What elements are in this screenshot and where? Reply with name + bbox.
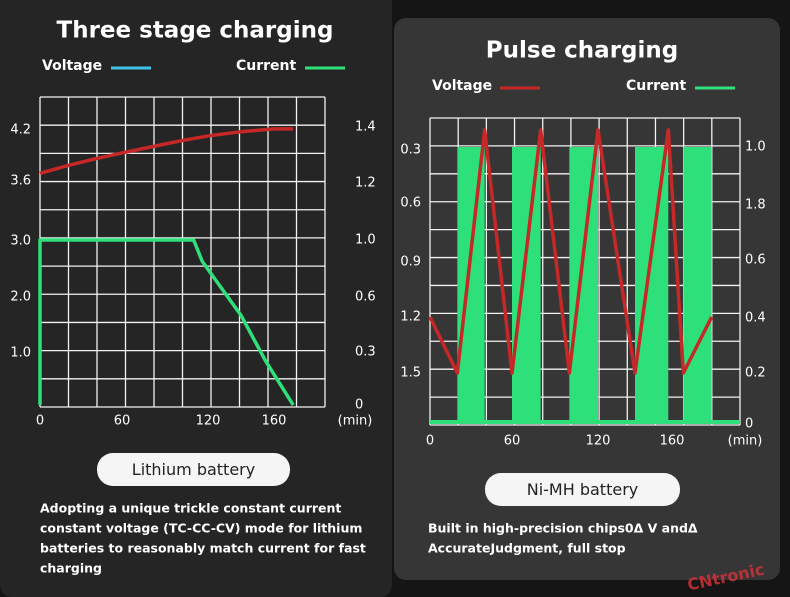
y-tick-label: 0.3 — [400, 143, 421, 158]
bar — [683, 147, 712, 424]
description-line: constant voltage (TC-CC-CV) mode for lit… — [40, 521, 362, 536]
y2-tick-label: 0.4 — [745, 311, 766, 326]
chart-title: Three stage charging — [57, 18, 334, 44]
y2-tick-label: 1.8 — [745, 198, 766, 213]
badge — [97, 453, 290, 486]
x-tick-label: 0 — [426, 434, 434, 449]
x-tick-label: 160 — [660, 434, 685, 449]
series-line — [428, 128, 714, 375]
badge — [485, 473, 680, 506]
y2-tick-label: 0.6 — [745, 253, 766, 268]
legend-label: Voltage — [432, 78, 492, 94]
description-line: Adopting a unique trickle constant curre… — [40, 501, 341, 516]
series-line — [38, 238, 295, 406]
chart-title: Pulse charging — [486, 38, 678, 64]
y-tick-label: 1.2 — [400, 310, 421, 325]
description-line: Built in high-precision chips0Δ V andΔ — [428, 521, 698, 536]
y-tick-label: 3.6 — [10, 174, 31, 189]
y2-tick-label: 0.6 — [355, 290, 376, 305]
y2-tick-label: 1.0 — [355, 233, 376, 248]
bar — [569, 147, 598, 424]
y2-tick-label: 0 — [355, 398, 363, 413]
x-tick-label: 120 — [586, 434, 611, 449]
bar — [457, 147, 485, 424]
y-tick-label: 1.5 — [400, 366, 421, 381]
description-line: charging — [40, 561, 102, 576]
x-tick-label: 160 — [262, 414, 287, 429]
y2-tick-label: 1.4 — [355, 120, 376, 135]
y-tick-label: 0.9 — [400, 255, 421, 270]
bar — [512, 147, 541, 424]
y-tick-label: 0.6 — [400, 196, 421, 211]
x-axis-unit: (min) — [728, 434, 763, 449]
y2-tick-label: 0.2 — [745, 366, 766, 381]
y-tick-label: 4.2 — [10, 123, 31, 138]
panel — [0, 0, 392, 597]
y2-tick-label: 0 — [745, 417, 753, 432]
legend-label: Current — [626, 78, 687, 94]
y2-tick-label: 1.0 — [745, 140, 766, 155]
legend-label: Current — [236, 58, 297, 74]
y-tick-label: 1.0 — [10, 346, 31, 361]
description-line: AccurateJudgment, full stop — [428, 541, 626, 556]
x-tick-label: 60 — [114, 414, 131, 429]
series-line — [39, 127, 294, 176]
x-tick-label: 60 — [504, 434, 521, 449]
y-tick-label: 3.0 — [10, 234, 31, 249]
description-line: batteries to reasonably match current fo… — [40, 541, 366, 556]
badge-label: Ni-MH battery — [527, 480, 639, 499]
x-tick-label: 120 — [196, 414, 221, 429]
y2-tick-label: 1.2 — [355, 176, 376, 191]
bar — [635, 147, 669, 424]
legend-label: Voltage — [42, 58, 102, 74]
badge-label: Lithium battery — [132, 460, 255, 479]
x-axis-unit: (min) — [338, 414, 373, 429]
y2-tick-label: 0.3 — [355, 345, 376, 360]
y-tick-label: 2.0 — [10, 290, 31, 305]
x-tick-label: 0 — [36, 414, 44, 429]
